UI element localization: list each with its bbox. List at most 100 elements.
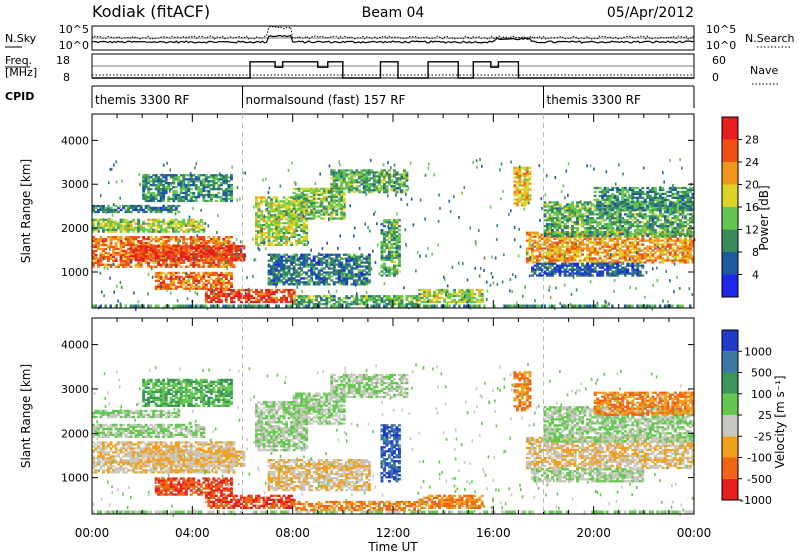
echo-cell — [199, 241, 203, 245]
echo-cell — [393, 297, 396, 300]
echo-cell — [154, 206, 158, 210]
echo-cell — [290, 277, 294, 280]
echo-cell — [104, 238, 108, 241]
echo-cell — [563, 205, 567, 208]
echo-cell — [172, 243, 176, 247]
echo-cell — [686, 243, 690, 246]
echo-cell — [235, 247, 238, 250]
echo-cell — [322, 191, 326, 194]
echo-cell — [398, 177, 401, 180]
echo-cell — [124, 236, 128, 239]
echo-cell — [661, 247, 665, 250]
echo-cell — [139, 206, 143, 210]
echo-cell — [159, 180, 163, 183]
echo-cell — [325, 189, 329, 192]
echo-cell — [94, 206, 98, 210]
echo-cell — [297, 233, 301, 237]
echo-cell — [352, 181, 356, 184]
echo-cell — [563, 245, 567, 248]
echo-cell — [383, 238, 386, 242]
echo-cell — [272, 277, 276, 280]
echo-cell — [653, 259, 657, 262]
echo-cell — [556, 217, 559, 220]
echo-cell — [658, 251, 662, 254]
echo-cell — [194, 240, 198, 243]
echo-cell — [302, 215, 306, 218]
echo-cell — [237, 288, 241, 292]
echo-cell — [262, 200, 266, 203]
echo-cell — [388, 274, 391, 277]
echo-cell — [154, 176, 158, 179]
echo-cell — [152, 257, 156, 260]
echo-cell — [347, 173, 351, 176]
echo-cell — [134, 251, 138, 255]
echo-cell — [367, 177, 371, 180]
echo-cell — [137, 222, 141, 225]
echo-cell — [297, 271, 301, 274]
echo-cell — [365, 175, 369, 178]
echo-cell — [332, 189, 336, 192]
echo-cell — [438, 290, 442, 294]
echo-cell — [553, 211, 557, 214]
echo-cell — [237, 296, 241, 300]
echo-cell — [164, 241, 168, 245]
echo-cell — [307, 217, 311, 220]
echo-cell — [119, 218, 123, 221]
echo-cell — [164, 174, 168, 177]
echo-cell — [217, 188, 221, 191]
echo-cell — [139, 245, 143, 248]
echo-cell — [290, 208, 294, 211]
echo-cell — [204, 290, 208, 294]
echo-cell — [92, 255, 95, 259]
echo-cell — [217, 186, 221, 189]
echo-cell — [270, 300, 274, 304]
echo-cell — [352, 173, 356, 176]
echo-cell — [613, 253, 617, 256]
echo-cell — [167, 199, 171, 203]
echo-cell — [342, 281, 346, 284]
echo-cell — [227, 193, 231, 197]
echo-cell — [571, 203, 575, 206]
echo-cell — [551, 205, 554, 208]
echo-cell — [277, 265, 281, 268]
echo-cell — [372, 181, 376, 184]
echo-cell — [212, 296, 216, 300]
echo-cell — [375, 179, 379, 182]
echo-cell — [305, 273, 309, 276]
freq-label-line1: Freq. — [5, 54, 32, 67]
echo-cell — [568, 255, 572, 258]
echo-cell — [167, 238, 171, 241]
echo-cell — [275, 204, 279, 207]
echo-cell — [217, 281, 221, 284]
echo-cell — [618, 253, 622, 256]
echo-cell — [149, 208, 153, 212]
echo-cell — [197, 226, 201, 229]
echo-cell — [154, 275, 158, 278]
echo-cell — [684, 253, 687, 256]
echo-cell — [99, 240, 103, 243]
echo-cell — [345, 259, 349, 262]
echo-cell — [157, 178, 161, 181]
echo-cell — [255, 196, 258, 199]
echo-cell — [265, 204, 269, 207]
echo-cell — [390, 250, 394, 253]
echo-cell — [212, 241, 216, 245]
echo-cell — [232, 245, 236, 249]
echo-cell — [184, 174, 188, 177]
echo-cell — [571, 245, 575, 248]
echo-cell — [179, 180, 183, 183]
echo-cell — [548, 239, 552, 242]
echo-cell — [377, 171, 381, 174]
echo-cell — [102, 238, 105, 241]
echo-cell — [337, 177, 341, 180]
echo-cell — [523, 192, 527, 195]
echo-cell — [92, 243, 95, 247]
echo-cell — [633, 259, 637, 262]
echo-cell — [305, 217, 309, 220]
echo-cell — [653, 247, 657, 250]
echo-cell — [117, 240, 121, 243]
echo-cell — [177, 253, 181, 256]
echo-cell — [337, 179, 341, 182]
echo-cell — [300, 213, 304, 216]
echo-cell — [139, 265, 143, 268]
